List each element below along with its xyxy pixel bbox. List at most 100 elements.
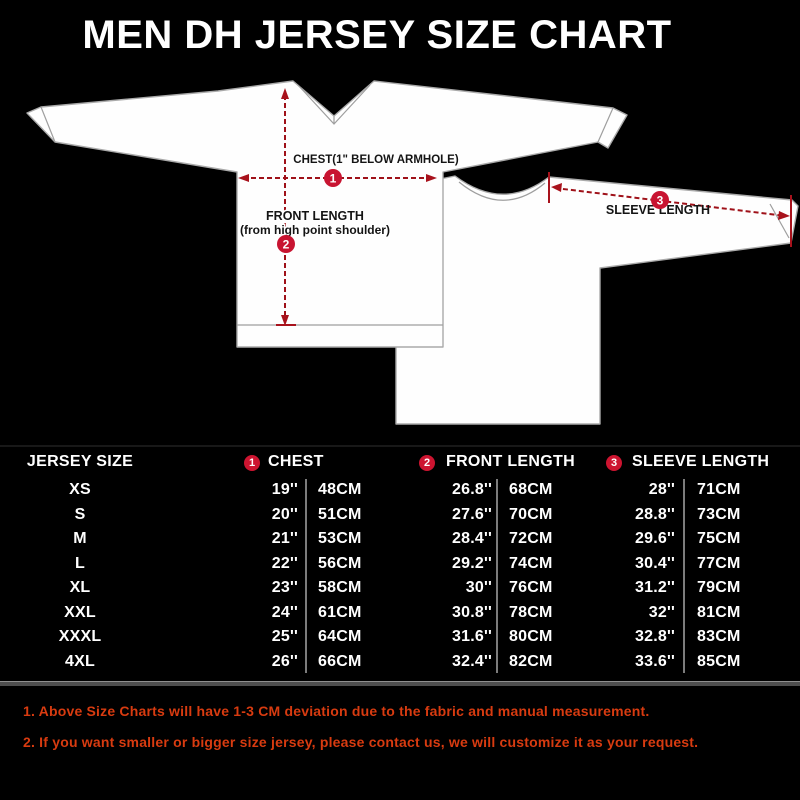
table-row: XXL 24'' 61CM 30.8'' 78CM 32'' 81CM xyxy=(0,601,800,626)
marker-3-circle xyxy=(651,191,669,209)
cell-chest_in: 25'' xyxy=(271,628,298,645)
cell-front_cm: 68CM xyxy=(509,481,553,498)
note-deviation: 1. Above Size Charts will have 1-3 CM de… xyxy=(23,703,650,719)
chest-label: CHEST(1" BELOW ARMHOLE) xyxy=(293,154,459,166)
sleeve-dimension xyxy=(548,172,792,247)
back-jersey-shape xyxy=(395,175,799,425)
marker-2-circle xyxy=(277,235,295,253)
table-top-divider xyxy=(0,445,800,447)
cell-size: XXL xyxy=(64,603,96,621)
cell-size: M xyxy=(73,530,87,547)
sleeve-length-number-badge: 3 xyxy=(606,455,622,471)
cell-front_cm: 82CM xyxy=(509,652,553,670)
cell-chest_in: 26'' xyxy=(271,652,298,670)
front-length-number-badge: 2 xyxy=(419,455,435,471)
cell-sleeve_cm: 73CM xyxy=(697,505,741,523)
cell-front_in: 30.8'' xyxy=(452,603,492,621)
column-header-sleeve-length: SLEEVE LENGTH xyxy=(632,453,770,470)
cell-front_in: 32.4'' xyxy=(452,652,492,670)
table-row: XS 19'' 48CM 26.8'' 68CM 28'' 71CM xyxy=(0,478,800,503)
note-customize: 2. If you want smaller or bigger size je… xyxy=(23,734,699,750)
marker-1-number: 1 xyxy=(330,172,337,186)
cell-size: S xyxy=(74,505,86,523)
sleeve-inch-cm-divider xyxy=(683,479,685,673)
back-collar-seam xyxy=(458,181,546,201)
cell-sleeve_cm: 71CM xyxy=(697,481,741,498)
cell-sleeve_in: 33.6'' xyxy=(635,652,675,670)
cell-front_cm: 80CM xyxy=(509,628,553,645)
front-length-arrow-down xyxy=(281,315,289,326)
cell-sleeve_cm: 81CM xyxy=(697,603,741,621)
front-length-arrow-up xyxy=(281,88,289,99)
cell-chest_in: 22'' xyxy=(271,554,298,572)
front-inch-cm-divider xyxy=(496,479,498,673)
cell-front_cm: 72CM xyxy=(509,530,553,547)
cell-front_in: 26.8'' xyxy=(452,481,492,498)
cell-sleeve_in: 32'' xyxy=(648,603,675,621)
cell-chest_cm: 61CM xyxy=(318,603,362,621)
cell-front_cm: 78CM xyxy=(509,603,553,621)
cell-sleeve_cm: 83CM xyxy=(697,628,741,645)
cell-chest_cm: 58CM xyxy=(318,579,362,596)
notes-divider xyxy=(0,681,800,686)
cell-front_cm: 76CM xyxy=(509,579,553,596)
cell-sleeve_in: 32.8'' xyxy=(635,628,675,645)
cell-sleeve_in: 28.8'' xyxy=(635,505,675,523)
cell-chest_cm: 48CM xyxy=(318,481,362,498)
cell-front_cm: 74CM xyxy=(509,554,553,572)
cell-sleeve_cm: 85CM xyxy=(697,652,741,670)
chest-arrow-right xyxy=(426,174,437,182)
cell-front_in: 28.4'' xyxy=(452,530,492,547)
marker-3-number: 3 xyxy=(657,194,664,208)
chest-dimension xyxy=(238,174,437,182)
cell-sleeve_in: 28'' xyxy=(648,481,675,498)
cell-chest_cm: 53CM xyxy=(318,530,362,547)
chest-arrow-left xyxy=(238,174,249,182)
column-header-jersey-size: JERSEY SIZE xyxy=(26,453,134,470)
sleeve-length-label: SLEEVE LENGTH xyxy=(606,203,710,217)
table-row: M 21'' 53CM 28.4'' 72CM 29.6'' 75CM xyxy=(0,527,800,552)
cell-chest_in: 21'' xyxy=(271,530,298,547)
marker-2: 2 xyxy=(277,235,295,253)
cell-front_in: 31.6'' xyxy=(452,628,492,645)
column-header-front-length: FRONT LENGTH xyxy=(446,453,575,470)
cell-chest_cm: 64CM xyxy=(318,628,362,645)
cell-sleeve_cm: 79CM xyxy=(697,579,741,596)
cell-sleeve_cm: 77CM xyxy=(697,554,741,572)
front-length-label: FRONT LENGTH xyxy=(266,209,364,223)
front-length-sublabel: (from high point shoulder) xyxy=(240,223,390,237)
marker-3: 3 xyxy=(651,191,669,209)
front-jersey-shape xyxy=(26,80,628,348)
chest-inch-cm-divider xyxy=(305,479,307,673)
back-cuff-seam xyxy=(769,203,790,239)
cell-sleeve_in: 31.2'' xyxy=(635,579,675,596)
cell-size: XL xyxy=(69,579,91,596)
cell-front_in: 27.6'' xyxy=(452,505,492,523)
cell-size: L xyxy=(75,554,85,572)
table-row: L 22'' 56CM 29.2'' 74CM 30.4'' 77CM xyxy=(0,552,800,577)
sleeve-line xyxy=(554,187,787,217)
table-row: XL 23'' 58CM 30'' 76CM 31.2'' 79CM xyxy=(0,576,800,601)
page-title: MEN DH JERSEY SIZE CHART xyxy=(82,13,672,57)
cell-size: XXXL xyxy=(58,628,102,645)
front-collar-band xyxy=(297,84,371,125)
cell-chest_in: 24'' xyxy=(271,603,298,621)
cell-chest_in: 19'' xyxy=(271,481,298,498)
cell-size: XS xyxy=(69,481,91,498)
cell-chest_cm: 66CM xyxy=(318,652,362,670)
table-row: 4XL 26'' 66CM 32.4'' 82CM 33.6'' 85CM xyxy=(0,650,800,675)
marker-2-number: 2 xyxy=(283,238,290,252)
size-table-rows: XS 19'' 48CM 26.8'' 68CM 28'' 71CM S 20'' 51CM 27.… xyxy=(0,478,800,674)
cell-front_in: 29.2'' xyxy=(452,554,492,572)
front-length-dimension xyxy=(276,88,296,326)
front-jersey-illustration xyxy=(26,80,628,348)
table-row: XXXL 25'' 64CM 31.6'' 80CM 32.8'' 83CM xyxy=(0,625,800,650)
front-right-cuff-seam xyxy=(597,107,614,143)
cell-size: 4XL xyxy=(65,652,95,670)
cell-chest_cm: 51CM xyxy=(318,505,362,523)
front-left-cuff-seam xyxy=(40,106,56,143)
table-row: S 20'' 51CM 27.6'' 70CM 28.8'' 73CM xyxy=(0,503,800,528)
cell-sleeve_cm: 75CM xyxy=(697,530,741,547)
sleeve-arrow-right xyxy=(778,211,790,220)
